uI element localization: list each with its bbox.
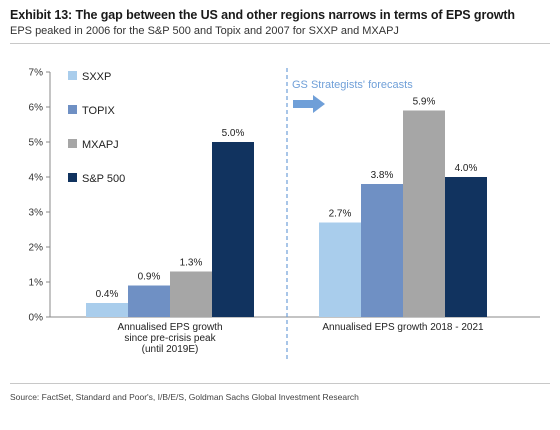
- bar-mxapj: [403, 110, 445, 317]
- legend-label: S&P 500: [82, 173, 125, 185]
- footer-divider: [10, 383, 550, 384]
- y-tick-label: 4%: [29, 173, 44, 184]
- bar-s-p-500: [445, 177, 487, 317]
- chart-subtitle: EPS peaked in 2006 for the S&P 500 and T…: [10, 25, 399, 37]
- data-label: 1.3%: [180, 258, 203, 269]
- x-category-label: Annualised EPS growth 2018 - 2021: [322, 322, 484, 333]
- header-divider: [10, 43, 550, 44]
- legend-swatch: [68, 139, 77, 148]
- data-label: 0.9%: [138, 272, 161, 283]
- y-tick-label: 1%: [29, 278, 44, 289]
- x-category-label: Annualised EPS growth: [117, 322, 222, 333]
- source-note: Source: FactSet, Standard and Poor's, I/…: [10, 392, 359, 402]
- data-label: 3.8%: [371, 170, 394, 181]
- legend-label: TOPIX: [82, 105, 115, 117]
- data-label: 2.7%: [329, 209, 352, 220]
- y-tick-label: 6%: [29, 103, 44, 114]
- data-label: 0.4%: [96, 289, 119, 300]
- y-tick-label: 0%: [29, 313, 44, 324]
- bar-sxxp: [319, 222, 361, 317]
- bar-sxxp: [86, 303, 128, 317]
- legend-swatch: [68, 105, 77, 114]
- bar-mxapj: [170, 271, 212, 317]
- y-tick-label: 7%: [29, 68, 44, 79]
- forecast-annotation: GS Strategists' forecasts: [292, 79, 413, 91]
- data-label: 4.0%: [455, 163, 478, 174]
- arrow-right-icon: [293, 95, 325, 113]
- data-label: 5.9%: [413, 97, 436, 108]
- legend-swatch: [68, 173, 77, 182]
- x-category-label: since pre-crisis peak: [124, 333, 216, 344]
- legend-label: SXXP: [82, 71, 111, 83]
- bar-topix: [128, 285, 170, 317]
- y-tick-label: 3%: [29, 208, 44, 219]
- legend-label: MXAPJ: [82, 139, 119, 151]
- bar-topix: [361, 184, 403, 317]
- y-tick-label: 5%: [29, 138, 44, 149]
- chart-title: Exhibit 13: The gap between the US and o…: [10, 8, 515, 22]
- y-tick-label: 2%: [29, 243, 44, 254]
- data-label: 5.0%: [222, 128, 245, 139]
- bar-s-p-500: [212, 142, 254, 317]
- legend-swatch: [68, 71, 77, 80]
- x-category-label: (until 2019E): [142, 344, 199, 355]
